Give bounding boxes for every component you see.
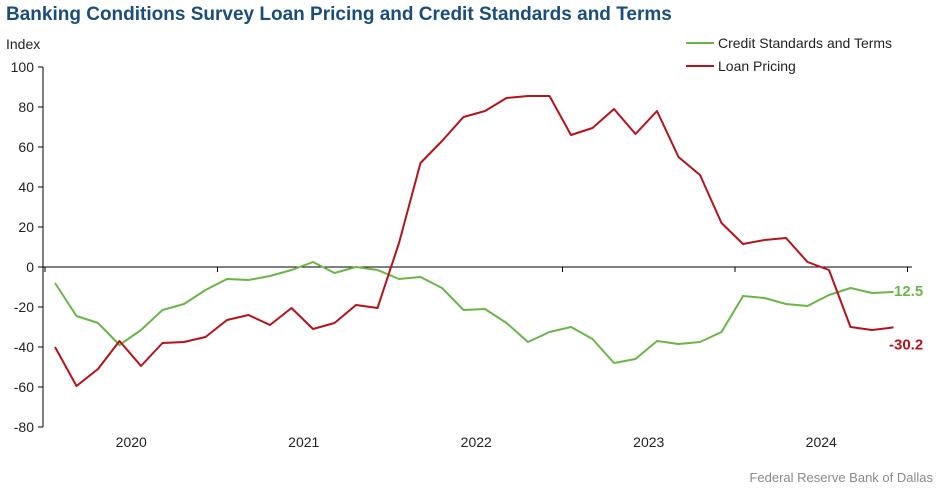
y-tick-label: 40 (18, 179, 34, 195)
y-axis-label: Index (6, 36, 41, 52)
y-tick-label: -20 (14, 299, 34, 315)
series-lines (54, 95, 894, 387)
chart-title: Banking Conditions Survey Loan Pricing a… (6, 4, 672, 25)
legend-label: Loan Pricing (718, 58, 796, 74)
end-labels: -12.5 -30.2 (889, 283, 923, 353)
y-axis: -80 -60 -40 -20 0 20 40 60 80 100 (11, 59, 44, 435)
x-tick-label: 2023 (633, 434, 664, 450)
y-tick-label: -40 (14, 339, 34, 355)
x-tick-label: 2022 (461, 434, 492, 450)
end-value-label: -12.5 (889, 283, 923, 300)
y-tick-label: -80 (14, 419, 34, 435)
y-tick-label: 0 (26, 259, 34, 275)
y-tick-label: 60 (18, 139, 34, 155)
legend-label: Credit Standards and Terms (718, 35, 892, 51)
x-tick-label: 2024 (806, 434, 837, 450)
y-tick-label: 20 (18, 219, 34, 235)
x-tick-label: 2020 (116, 434, 147, 450)
source-note: Federal Reserve Bank of Dallas (749, 470, 933, 485)
y-tick-label: 80 (18, 99, 34, 115)
y-tick-label: -60 (14, 379, 34, 395)
end-value-label: -30.2 (889, 336, 923, 353)
series-line-credit-standards-and-terms (54, 261, 894, 364)
series-line-loan-pricing (54, 95, 894, 387)
y-tick-label: 100 (11, 59, 35, 75)
x-tick-label: 2021 (288, 434, 319, 450)
legend: Credit Standards and Terms Loan Pricing (686, 35, 892, 74)
x-axis: 2020 2021 2022 2023 2024 (43, 266, 912, 450)
